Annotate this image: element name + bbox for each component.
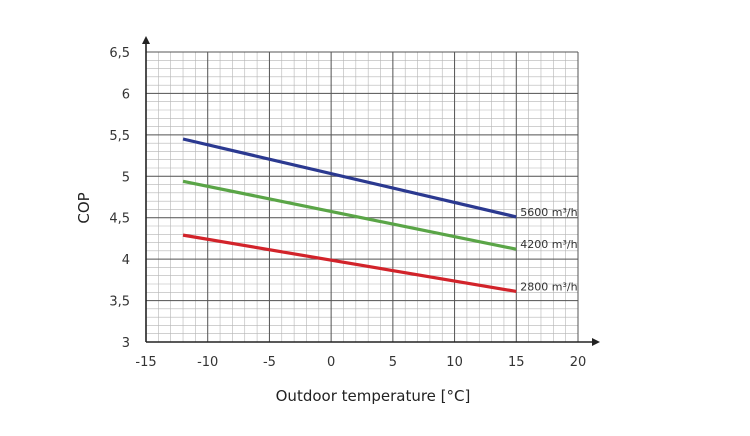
x-tick-label: 10 — [446, 355, 463, 370]
y-tick-label: 4 — [122, 253, 130, 268]
y-tick-label: 5,5 — [109, 129, 130, 144]
y-axis-arrow-icon — [142, 36, 150, 44]
x-axis-arrow-icon — [592, 338, 600, 346]
series-line — [182, 179, 517, 251]
series-line — [182, 233, 517, 294]
x-tick-label: -15 — [135, 355, 156, 370]
y-tick-labels: 3 3,5 4 4,5 5 5,5 6 6,5 — [109, 46, 130, 351]
major-grid — [145, 51, 579, 343]
series-label: 5600 m³/h — [520, 206, 577, 219]
x-tick-label: -10 — [197, 355, 218, 370]
y-tick-label: 6 — [122, 87, 130, 102]
x-tick-labels: -15 -10 -5 0 5 10 15 20 — [135, 355, 586, 370]
series-line — [182, 137, 517, 219]
x-tick-label: 20 — [570, 355, 587, 370]
x-axis-title: Outdoor temperature [°C] — [276, 387, 471, 405]
y-tick-label: 4,5 — [109, 212, 130, 227]
series-label: 2800 m³/h — [520, 280, 577, 293]
x-tick-label: -5 — [263, 355, 276, 370]
y-tick-label: 6,5 — [109, 46, 130, 61]
series-lines — [182, 137, 517, 294]
y-axis-title: COP — [75, 192, 93, 223]
x-tick-label: 15 — [508, 355, 525, 370]
axes — [142, 36, 600, 346]
series-label: 4200 m³/h — [520, 238, 577, 251]
y-tick-label: 5 — [122, 170, 130, 185]
y-tick-label: 3,5 — [109, 295, 130, 310]
series-labels: 5600 m³/h 4200 m³/h 2800 m³/h — [520, 206, 577, 294]
minor-grid — [145, 51, 579, 343]
x-tick-label: 5 — [389, 355, 397, 370]
y-tick-label: 3 — [122, 336, 130, 351]
x-tick-label: 0 — [327, 355, 335, 370]
